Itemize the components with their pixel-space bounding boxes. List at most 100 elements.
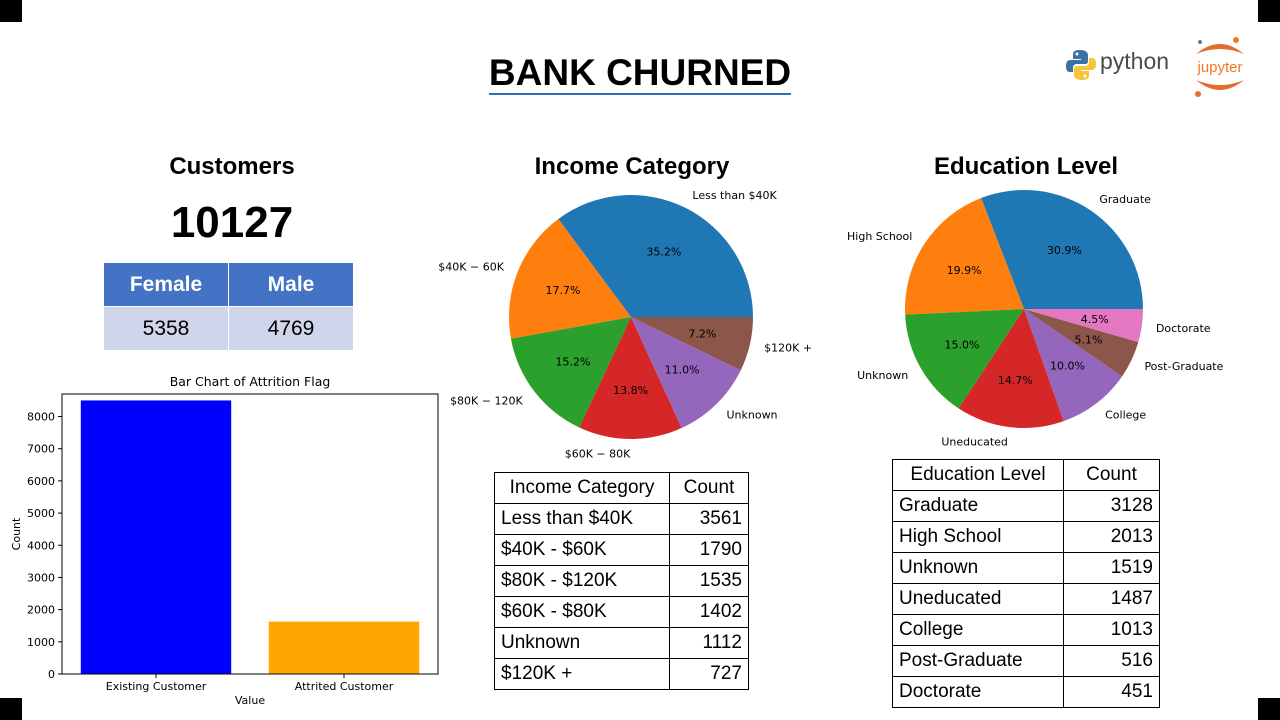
corner-mark: [1258, 698, 1280, 720]
education-pie-pct-label: 14.7%: [998, 374, 1033, 387]
table-cell: 1013: [1063, 614, 1160, 646]
bar-chart-frame: [61, 393, 439, 675]
table-cell: Uneducated: [892, 583, 1064, 615]
corner-mark: [0, 698, 22, 720]
income-pie-slice: [509, 219, 631, 339]
gender-header-male: Male: [228, 262, 354, 307]
table-cell: Graduate: [892, 490, 1064, 522]
income-pie-pct-label: 11.0%: [665, 363, 700, 376]
table-cell: College: [892, 614, 1064, 646]
y-tick-label: 1000: [27, 636, 55, 649]
education-table-header-level: Education Level: [892, 459, 1064, 491]
customers-title: Customers: [169, 153, 295, 180]
y-tick-label: 3000: [27, 571, 55, 584]
table-cell: 516: [1063, 645, 1160, 677]
table-cell: $60K - $80K: [494, 596, 670, 628]
table-cell: Doctorate: [892, 676, 1064, 708]
table-cell: Unknown: [494, 627, 670, 659]
income-pie-slice: [510, 317, 631, 428]
table-cell: Less than $40K: [494, 503, 670, 535]
education-pie-slice: [1024, 309, 1143, 343]
gender-table: Female Male 5358 4769: [103, 262, 354, 351]
table-row: Unknown 1112: [494, 627, 749, 659]
y-tick-label: 5000: [27, 507, 55, 520]
python-logo: python: [1064, 48, 1184, 84]
table-row: $120K +727: [494, 658, 749, 690]
income-pie-slice: [631, 317, 741, 428]
table-row: $60K - $80K 1402: [494, 596, 749, 628]
table-row: Graduate 3128: [892, 490, 1160, 522]
education-pie-category-label: Doctorate: [1156, 322, 1211, 335]
education-pie-slice: [981, 190, 1143, 309]
table-cell: 1487: [1063, 583, 1160, 615]
y-tick-label: 0: [48, 668, 55, 681]
table-row: Unknown 1519: [892, 552, 1160, 584]
table-row: $40K - $60K 1790: [494, 534, 749, 566]
income-pie-pct-label: 15.2%: [556, 356, 591, 369]
income-title: Income Category: [534, 153, 730, 180]
education-pie-slice: [905, 198, 1024, 315]
income-pie-category-label: $60K − 80K: [565, 448, 631, 461]
table-cell: 1535: [669, 565, 749, 597]
education-table: Education Level Count Graduate 3128 High …: [892, 459, 1160, 708]
table-cell: 3128: [1063, 490, 1160, 522]
y-tick-label: 7000: [27, 443, 55, 456]
income-table: Income Category Count Less than $40K 3561…: [494, 472, 749, 690]
education-pie-slice: [905, 309, 1024, 409]
education-pie-category-label: Graduate: [1099, 193, 1151, 206]
python-icon: [1066, 50, 1096, 80]
table-cell: High School: [892, 521, 1064, 553]
education-pie-slice: [1024, 309, 1139, 377]
x-tick-label: Attrited Customer: [295, 680, 394, 693]
education-pie-pct-label: 30.9%: [1047, 244, 1082, 257]
gender-header-female: Female: [103, 262, 229, 307]
education-pie-category-label: High School: [847, 230, 912, 243]
table-row: Less than $40K 3561: [494, 503, 749, 535]
table-cell: $80K - $120K: [494, 565, 670, 597]
jupyter-logo: jupyter: [1188, 34, 1252, 100]
table-cell: $120K +: [494, 658, 670, 690]
table-cell: 1112: [669, 627, 749, 659]
y-tick-label: 8000: [27, 411, 55, 424]
gender-value-male: 4769: [228, 306, 354, 351]
svg-text:jupyter: jupyter: [1196, 59, 1242, 76]
income-pie-pct-label: 7.2%: [688, 327, 716, 340]
income-pie-category-label: $40K − 60K: [438, 261, 504, 274]
education-pie-slice: [958, 309, 1064, 428]
table-cell: 1519: [1063, 552, 1160, 584]
income-pie-slice: [558, 195, 753, 317]
gender-value-female: 5358: [103, 306, 229, 351]
table-cell: 3561: [669, 503, 749, 535]
income-table-header-count: Count: [669, 472, 749, 504]
bar-attrited-customer: [268, 621, 420, 674]
education-pie-slice: [1024, 309, 1123, 422]
table-cell: 1790: [669, 534, 749, 566]
table-cell: 451: [1063, 676, 1160, 708]
table-cell: Unknown: [892, 552, 1064, 584]
education-pie-category-label: College: [1105, 409, 1146, 422]
jupyter-icon: jupyter: [1195, 37, 1244, 97]
x-axis-label: Value: [235, 694, 265, 707]
y-axis-label: Count: [10, 517, 23, 550]
income-pie-slice: [579, 317, 682, 439]
corner-mark: [0, 0, 22, 22]
income-pie-category-label: Less than $40K: [692, 189, 777, 202]
y-tick-label: 6000: [27, 475, 55, 488]
table-cell: Post-Graduate: [892, 645, 1064, 677]
table-row: Uneducated 1487: [892, 583, 1160, 615]
customers-count: 10127: [170, 198, 294, 247]
table-row: College 1013: [892, 614, 1160, 646]
table-cell: 2013: [1063, 521, 1160, 553]
income-pie-category-label: $120K +: [764, 342, 812, 355]
python-wordmark: python: [1100, 48, 1170, 74]
education-pie-pct-label: 5.1%: [1075, 334, 1103, 347]
table-row: $80K - $120K 1535: [494, 565, 749, 597]
education-pie-pct-label: 4.5%: [1081, 313, 1109, 326]
income-pie-pct-label: 13.8%: [613, 384, 648, 397]
education-pie-pct-label: 19.9%: [947, 264, 982, 277]
education-table-header-count: Count: [1063, 459, 1160, 491]
x-tick-label: Existing Customer: [106, 680, 207, 693]
education-title: Education Level: [933, 153, 1119, 180]
income-pie-pct-label: 35.2%: [646, 246, 681, 259]
